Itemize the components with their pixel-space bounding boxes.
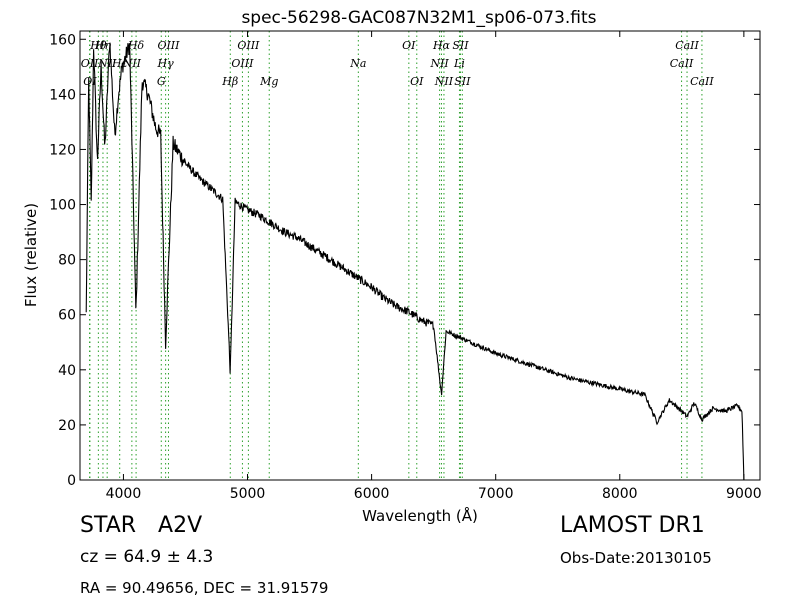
line-label-0: OII bbox=[81, 57, 99, 70]
line-label-20: NII bbox=[429, 57, 449, 70]
x-axis: 4000 5000 6000 7000 8000 9000 bbox=[106, 31, 762, 502]
plot-frame bbox=[79, 30, 761, 481]
line-label-13: Hβ bbox=[221, 75, 238, 88]
x-tick-label-3: 7000 bbox=[478, 486, 514, 502]
line-label-3: Hη bbox=[94, 39, 112, 52]
line-label-26: CaII bbox=[690, 75, 714, 88]
chart-title: spec-56298-GAC087N32M1_sp06-073.fits bbox=[241, 8, 596, 28]
line-label-6: Hδ bbox=[127, 39, 145, 52]
survey-name: LAMOST DR1 bbox=[560, 513, 705, 538]
line-label-23: SII bbox=[454, 75, 471, 88]
x-tick-label-1: 5000 bbox=[230, 486, 266, 502]
y-tick-label-5: 100 bbox=[49, 198, 76, 214]
line-label-8: OIII bbox=[157, 39, 180, 52]
line-label-10: G bbox=[157, 75, 166, 88]
y-tick-label-8: 160 bbox=[49, 32, 76, 48]
line-label-9: Hγ bbox=[157, 57, 175, 70]
line-label-16: OI bbox=[402, 39, 416, 52]
subclass-label: A2V bbox=[158, 513, 203, 538]
coordinates-text: RA = 90.49656, DEC = 31.91579 bbox=[80, 579, 329, 597]
y-axis: 0 20 40 60 80 100 120 140 160 bbox=[49, 32, 760, 489]
y-tick-label-7: 140 bbox=[49, 87, 76, 103]
y-tick-label-0: 0 bbox=[67, 473, 76, 489]
emission-line-markers bbox=[89, 31, 703, 480]
line-label-11: OIII bbox=[237, 39, 260, 52]
line-label-21: Li bbox=[453, 57, 465, 70]
line-label-25: CaII bbox=[670, 57, 694, 70]
line-label-24: CaII bbox=[675, 39, 699, 52]
y-tick-label-1: 20 bbox=[58, 418, 76, 434]
y-tick-label-6: 120 bbox=[49, 142, 76, 158]
observation-date: Obs-Date:20130105 bbox=[560, 549, 712, 567]
line-label-2: Hθ bbox=[89, 39, 107, 52]
x-tick-label-2: 6000 bbox=[354, 486, 390, 502]
line-label-12: OIII bbox=[231, 57, 254, 70]
line-label-19: SII bbox=[452, 39, 469, 52]
redshift-text: cz = 64.9 ± 4.3 bbox=[80, 547, 214, 567]
line-label-18: Hα bbox=[432, 39, 451, 52]
x-tick-label-0: 4000 bbox=[106, 486, 142, 502]
line-label-17: OI bbox=[410, 75, 424, 88]
class-label: STAR bbox=[80, 513, 137, 538]
line-label-14: Mg bbox=[259, 75, 278, 88]
line-label-15: Na bbox=[349, 57, 366, 70]
y-tick-label-4: 80 bbox=[58, 253, 76, 269]
y-tick-label-3: 60 bbox=[58, 308, 76, 324]
spectrum-line bbox=[85, 42, 745, 481]
y-tick-label-2: 40 bbox=[58, 363, 76, 379]
line-label-7: NII bbox=[122, 57, 142, 70]
line-label-4: NII bbox=[97, 57, 117, 70]
x-axis-label: Wavelength (Å) bbox=[362, 506, 478, 525]
object-class: STAR A2V bbox=[80, 513, 202, 538]
line-label-22: NII bbox=[434, 75, 454, 88]
line-label-1: OI bbox=[83, 75, 97, 88]
y-axis-label: Flux (relative) bbox=[22, 203, 40, 307]
x-tick-label-5: 9000 bbox=[726, 486, 762, 502]
x-tick-label-4: 8000 bbox=[602, 486, 638, 502]
